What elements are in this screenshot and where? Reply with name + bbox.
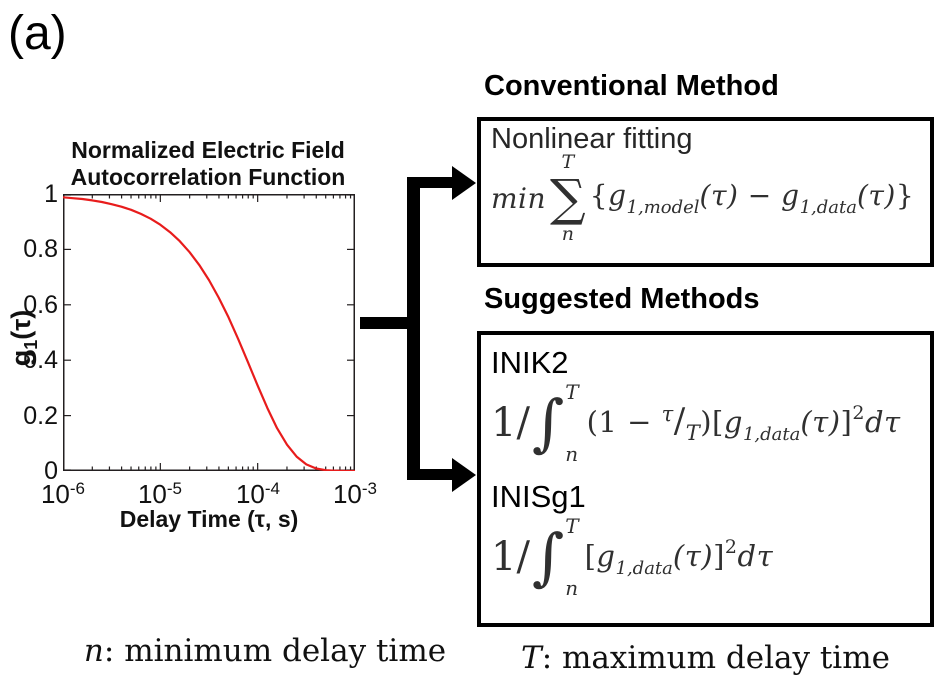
flow-arrow-top-branch [420,177,453,188]
inisg1-one-over: 1/ [491,534,530,580]
conventional-formula: min T ∑ n {g1,model(τ) − g1,data(τ)} [491,152,920,244]
y-tick-1: 1 [44,180,58,208]
flow-arrow-bottom-branch [420,469,453,480]
autocorrelation-plot-area [63,194,355,471]
conventional-method-box: Nonlinear fitting min T ∑ n {g1,model(τ)… [477,117,934,267]
footnote-n: n: minimum delay time [83,633,447,669]
panel-label: (a) [8,7,67,60]
min-operator: min [491,181,547,215]
footnote-T: T: maximum delay time [521,640,890,676]
y-tick-0.8: 0.8 [23,235,58,263]
x-tick-1e-4: 10-4 [235,479,281,509]
conventional-formula-body: {g1,model(τ) − g1,data(τ)} [589,178,915,218]
y-tick-0: 0 [44,457,58,485]
inisg1-label: INISg1 [491,479,586,514]
arrowhead-top-icon [452,166,476,200]
chart-title-line1: Normalized Electric Field [71,137,345,163]
chart-title-line2: Autocorrelation Function [70,164,346,190]
inik2-one-over: 1/ [491,400,530,446]
flow-arrow-vertical [407,177,420,480]
x-tick-1e-5: 10-5 [137,479,183,509]
arrowhead-bottom-icon [452,458,476,492]
chart-title: Normalized Electric Field Autocorrelatio… [43,137,373,191]
inik2-formula-body: (1 − τ/T)[g1,data(τ)]2dτ [586,401,901,445]
x-tick-1e-6: 10-6 [40,479,86,509]
y-tick-0.6: 0.6 [23,291,58,319]
y-tick-0.2: 0.2 [23,402,58,430]
conventional-method-heading: Conventional Method [484,70,779,102]
summation-symbol: T ∑ n [550,151,586,245]
suggested-methods-heading: Suggested Methods [484,283,760,315]
y-tick-0.4: 0.4 [23,346,58,374]
inisg1-formula-body: [g1,data(τ)]2dτ [584,535,774,579]
x-tick-1e-3: 10-3 [332,479,378,509]
flow-arrow-stem [360,317,420,329]
nonlinear-fitting-label: Nonlinear fitting [491,123,693,155]
inik2-label: INIK2 [491,345,569,380]
x-axis-label: Delay Time (τ, s) [119,506,299,532]
